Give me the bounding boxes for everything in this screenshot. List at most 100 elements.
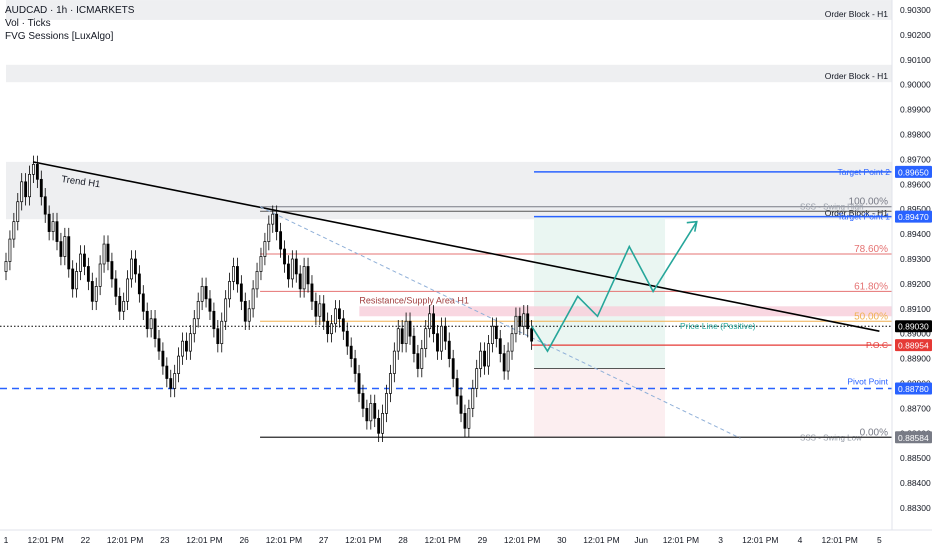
price-axis-tick-label: 0.89600 bbox=[900, 179, 931, 189]
candle-down bbox=[212, 310, 216, 330]
symbol-line[interactable]: AUDCAD · 1h · ICMARKETS bbox=[5, 5, 135, 16]
candle-down bbox=[353, 358, 357, 374]
time-axis-tick-label: 22 bbox=[81, 535, 91, 545]
volume-indicator-label[interactable]: Vol · Ticks bbox=[5, 18, 51, 29]
current-price-badge bbox=[895, 320, 932, 333]
candle-down bbox=[306, 266, 310, 285]
time-axis-tick-label: 29 bbox=[478, 535, 488, 545]
candle-down bbox=[114, 278, 118, 297]
swing-label: SSS - Swing High bbox=[800, 203, 864, 212]
projection-arrow-head bbox=[686, 220, 698, 232]
order-block-zone bbox=[6, 0, 892, 20]
candle-down bbox=[110, 261, 114, 280]
candle-down bbox=[416, 353, 420, 369]
candle-down bbox=[361, 393, 365, 409]
candle-down bbox=[161, 350, 165, 367]
candle-down bbox=[153, 318, 157, 340]
candle-up bbox=[490, 325, 494, 345]
candle-up bbox=[63, 236, 67, 257]
trend-line-label: Trend H1 bbox=[61, 174, 101, 190]
candle-down bbox=[243, 300, 247, 322]
candle-up bbox=[228, 281, 232, 300]
price-axis-tick-label: 0.88500 bbox=[900, 453, 931, 463]
candle-down bbox=[236, 266, 239, 285]
time-axis-tick-label: 27 bbox=[319, 535, 329, 545]
candle-up bbox=[149, 318, 153, 330]
fib-level-label: 0.00% bbox=[860, 427, 888, 438]
target-point-1-badge-label: 0.89470 bbox=[898, 212, 929, 222]
time-axis-tick-label: 4 bbox=[798, 535, 803, 545]
trend-line bbox=[32, 161, 880, 332]
candle-up bbox=[471, 388, 475, 409]
time-axis-tick-label: 12:01 PM bbox=[425, 535, 461, 545]
candle-up bbox=[102, 243, 106, 265]
price-axis-tick-label: 0.88400 bbox=[900, 478, 931, 488]
candle-up bbox=[424, 328, 428, 349]
candle-up bbox=[259, 256, 263, 272]
candle-down bbox=[239, 283, 243, 302]
resistance-zone bbox=[359, 306, 893, 317]
candle-down bbox=[106, 243, 110, 262]
candle-down bbox=[185, 340, 188, 352]
price-axis-tick-label: 0.89100 bbox=[900, 304, 931, 314]
candle-up bbox=[51, 221, 55, 232]
order-block-label: Order Block - H1 bbox=[825, 9, 889, 19]
candle-up bbox=[381, 413, 384, 434]
candle-down bbox=[208, 298, 212, 312]
candle-up bbox=[224, 298, 228, 322]
candle-up bbox=[467, 408, 471, 429]
candle-up bbox=[514, 315, 518, 335]
time-axis-tick-label: 12:01 PM bbox=[822, 535, 858, 545]
projection-trend-line bbox=[259, 206, 741, 439]
fvg-indicator-label[interactable]: FVG Sessions [LuxAlgo] bbox=[5, 31, 114, 42]
target-label: Target Point 2 bbox=[838, 167, 891, 177]
time-axis-tick-label: 28 bbox=[398, 535, 408, 545]
price-axis-tick-label: 0.89900 bbox=[900, 105, 931, 115]
target-label: Target Point 1 bbox=[838, 212, 891, 222]
time-axis-tick-label: 3 bbox=[718, 535, 723, 545]
candle-down bbox=[494, 325, 498, 340]
candle-up bbox=[126, 278, 130, 302]
candle-down bbox=[145, 310, 149, 330]
candle-up bbox=[396, 328, 400, 352]
price-axis-tick-label: 0.89000 bbox=[900, 329, 931, 339]
swing-low-value-badge-label: 0.88584 bbox=[898, 433, 929, 443]
order-block-label: Order Block - H1 bbox=[825, 71, 889, 81]
time-axis-tick-label: 5 bbox=[877, 535, 882, 545]
candle-down bbox=[432, 313, 435, 335]
candle-up bbox=[177, 355, 181, 374]
current-price-badge-label: 0.89030 bbox=[898, 322, 929, 332]
candle-up bbox=[479, 350, 483, 369]
candle-down bbox=[134, 258, 137, 275]
fib-level-label: 78.60% bbox=[854, 244, 888, 255]
candle-down bbox=[83, 253, 86, 267]
candle-up bbox=[200, 286, 204, 302]
candle-down bbox=[412, 335, 416, 354]
order-block-zone bbox=[6, 161, 892, 220]
candle-up bbox=[192, 318, 196, 335]
candle-down bbox=[463, 413, 467, 429]
candle-down bbox=[90, 281, 94, 302]
time-axis-tick-label: 12:01 PM bbox=[504, 535, 540, 545]
candle-down bbox=[118, 296, 122, 312]
pivot-value-badge bbox=[895, 382, 932, 395]
candle-down bbox=[39, 178, 43, 198]
candle-up bbox=[385, 393, 388, 414]
candle-up bbox=[28, 173, 31, 198]
candle-down bbox=[455, 378, 459, 397]
candle-up bbox=[475, 368, 479, 389]
candle-up bbox=[318, 303, 322, 317]
price-axis-tick-label: 0.89700 bbox=[900, 154, 931, 164]
candle-up bbox=[32, 164, 35, 175]
candle-down bbox=[141, 293, 145, 312]
candle-down bbox=[349, 345, 353, 359]
poc-value-badge-label: 0.88954 bbox=[898, 341, 929, 351]
candle-down bbox=[279, 231, 283, 250]
price-axis-tick-label: 0.89800 bbox=[900, 130, 931, 140]
candle-down bbox=[275, 213, 279, 232]
time-axis-tick-label: 23 bbox=[160, 535, 170, 545]
candle-up bbox=[506, 350, 510, 372]
candle-down bbox=[498, 338, 502, 354]
